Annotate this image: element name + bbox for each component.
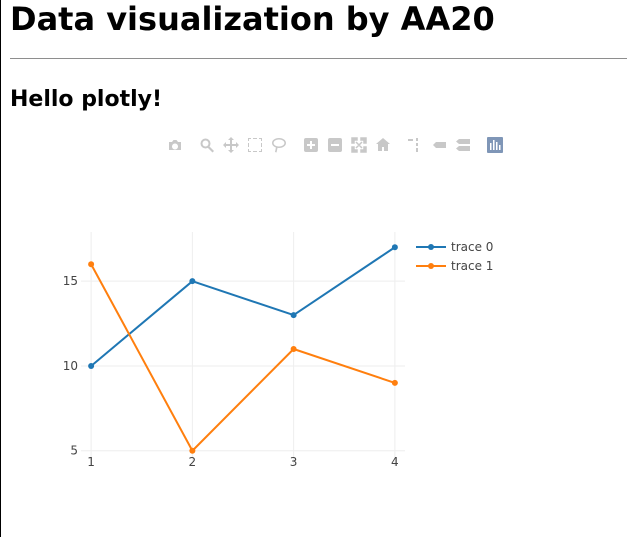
chart-legend: trace 0 trace 1 <box>416 240 493 273</box>
spike-lines-icon[interactable] <box>406 136 424 154</box>
data-point <box>189 447 196 454</box>
data-point <box>88 261 95 268</box>
x-tick-label: 2 <box>189 455 197 469</box>
legend-label: trace 1 <box>451 259 493 273</box>
camera-icon[interactable] <box>166 136 184 154</box>
data-point <box>189 278 196 285</box>
autoscale-icon[interactable] <box>350 136 368 154</box>
y-tick-label: 15 <box>63 274 78 288</box>
chart-series <box>88 244 398 454</box>
plotly-logo-icon[interactable] <box>486 136 504 154</box>
page-subtitle: Hello plotly! <box>10 87 163 112</box>
data-point <box>290 346 297 352</box>
legend-marker <box>428 244 434 250</box>
data-point <box>391 379 398 386</box>
chart-modebar <box>166 136 510 154</box>
y-tick-label: 5 <box>70 444 78 458</box>
data-point <box>391 244 398 251</box>
zoom-in-icon[interactable] <box>302 136 320 154</box>
x-tick-label: 3 <box>290 455 298 469</box>
legend-marker <box>428 263 434 269</box>
pan-icon[interactable] <box>222 136 240 154</box>
zoom-icon[interactable] <box>198 136 216 154</box>
page-title: Data visualization by AA20 <box>10 0 495 38</box>
title-divider <box>10 58 627 59</box>
lasso-select-icon[interactable] <box>270 136 288 154</box>
x-tick-label: 1 <box>87 455 95 469</box>
legend-label: trace 0 <box>451 240 493 254</box>
reset-axes-icon[interactable] <box>374 136 392 154</box>
hover-closest-icon[interactable] <box>430 136 448 154</box>
data-point <box>88 362 95 369</box>
x-tick-label: 4 <box>391 455 399 469</box>
hover-compare-icon[interactable] <box>454 136 472 154</box>
chart-ticks: 1 2 3 4 5 10 15 <box>63 274 399 469</box>
series-line <box>90 246 396 367</box>
zoom-out-icon[interactable] <box>326 136 344 154</box>
series-line <box>90 263 396 452</box>
y-tick-label: 10 <box>63 359 78 373</box>
chart-grid <box>81 232 405 466</box>
data-point <box>290 312 297 319</box>
